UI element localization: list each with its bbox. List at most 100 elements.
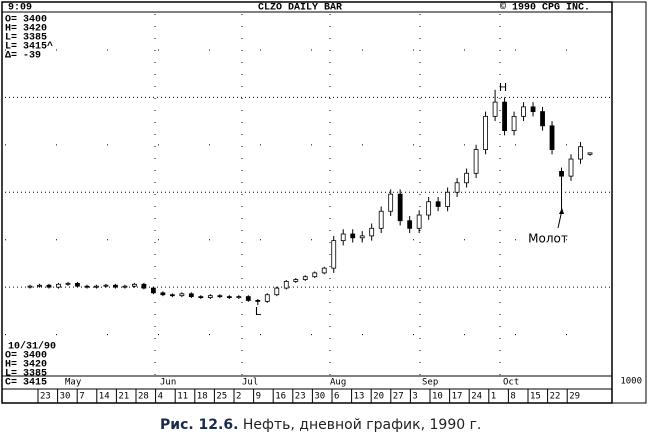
candle-body (502, 101, 507, 131)
candle-body (492, 101, 498, 117)
candle-body (264, 294, 270, 302)
candle-body (150, 287, 156, 294)
x-tick-label: 21 (118, 392, 129, 402)
candle-body (568, 158, 574, 177)
readout: L= 3415^ (5, 41, 53, 53)
candle-body (217, 295, 223, 298)
x-tick-label: 23 (40, 392, 51, 402)
candle-body (416, 214, 422, 229)
x-tick-label: 15 (530, 392, 541, 402)
y-tick-label: 1000 (620, 377, 642, 387)
readout: C= 3415 (5, 378, 47, 389)
candle-body (454, 182, 460, 193)
candle-body (245, 296, 251, 301)
chart-title: CLZO DAILY BAR (258, 3, 342, 14)
x-tick-label: 22 (550, 392, 561, 402)
readout: L= 3385 (5, 369, 47, 380)
candle-body (587, 152, 593, 155)
candle-body (56, 283, 61, 288)
readout: 10/31/90 (8, 341, 56, 353)
candle-body (350, 233, 356, 239)
readout: O= 3400 (5, 15, 47, 26)
x-tick-label: 17 (452, 392, 463, 402)
x-tick-label: 16 (275, 392, 286, 402)
candle-body (27, 285, 33, 288)
candle-body (103, 284, 109, 287)
x-tick-label: 20 (373, 392, 384, 402)
candle-body (188, 293, 194, 298)
x-tick-label: 28 (138, 392, 149, 402)
x-tick-label: 23 (295, 392, 306, 402)
caption-label: Рис. 12.6. (160, 417, 238, 433)
candle-body (65, 282, 71, 285)
x-tick-label: 3 (412, 392, 417, 402)
candle-body (530, 106, 536, 113)
right-panel (611, 1, 647, 404)
x-tick-label: 25 (216, 392, 227, 402)
x-tick-label: 2 (236, 392, 241, 402)
candle-body (169, 294, 175, 297)
candle-body (113, 284, 118, 288)
candle-body (37, 284, 42, 287)
candle-body (435, 201, 441, 207)
x-tick-label: 30 (314, 392, 325, 402)
x-tick-label: 27 (393, 392, 404, 402)
x-tick-label: 29 (569, 392, 580, 402)
readout: L= 3385 (5, 33, 47, 44)
x-tick-label: 24 (471, 392, 482, 402)
copyright: © 1990 CPG INC. (500, 2, 590, 14)
x-tick-label: 6 (334, 392, 339, 402)
candle-body (302, 276, 308, 280)
annotation: Молот (528, 232, 568, 246)
month-label: Oct (503, 378, 519, 388)
x-tick-label: 18 (197, 392, 208, 402)
candle-body (397, 193, 403, 222)
candle-body (75, 282, 80, 287)
month-label: Jul (242, 378, 258, 388)
annotation: L (255, 305, 262, 318)
candle-body (578, 146, 583, 160)
candle-body (46, 284, 52, 288)
x-tick-label: 11 (177, 392, 188, 402)
candle-body (84, 285, 90, 288)
month-label: May (65, 378, 82, 388)
candle-body (464, 172, 470, 184)
x-tick-label: 8 (510, 392, 515, 402)
candle-body (378, 210, 384, 229)
candle-body (369, 227, 375, 237)
candle-body (132, 283, 137, 287)
candle-body (274, 287, 280, 296)
candle-body (331, 240, 337, 269)
candle-body (94, 285, 99, 288)
candle-body (521, 106, 526, 117)
candle-body (388, 193, 394, 212)
readout: Δ= -39 (5, 51, 41, 62)
candle-body (312, 272, 318, 278)
x-tick-label: 30 (60, 392, 71, 402)
time: 9:09 (8, 3, 32, 14)
candle-body (340, 233, 346, 242)
x-tick-label: 4 (158, 392, 163, 402)
annotation-arrowhead (559, 208, 564, 214)
candle-body (549, 125, 555, 150)
x-tick-label: 10 (432, 392, 443, 402)
candle-body (407, 220, 413, 229)
candle-body (445, 191, 451, 207)
candle-body (540, 111, 545, 127)
candle-body (198, 296, 204, 299)
frame (1, 1, 613, 404)
candle-body (236, 296, 242, 299)
candle-body (141, 283, 147, 289)
x-tick-label: 13 (354, 392, 365, 402)
candle-body (207, 295, 213, 298)
candle-body (283, 281, 289, 289)
candle-body (483, 115, 488, 150)
month-label: Aug (330, 378, 346, 388)
candle-body (473, 149, 479, 174)
month-label: Sep (422, 378, 438, 388)
x-tick-label: 7 (79, 392, 84, 402)
candle-body (321, 267, 327, 274)
candle-body (293, 279, 299, 282)
candle-body (426, 201, 432, 216)
